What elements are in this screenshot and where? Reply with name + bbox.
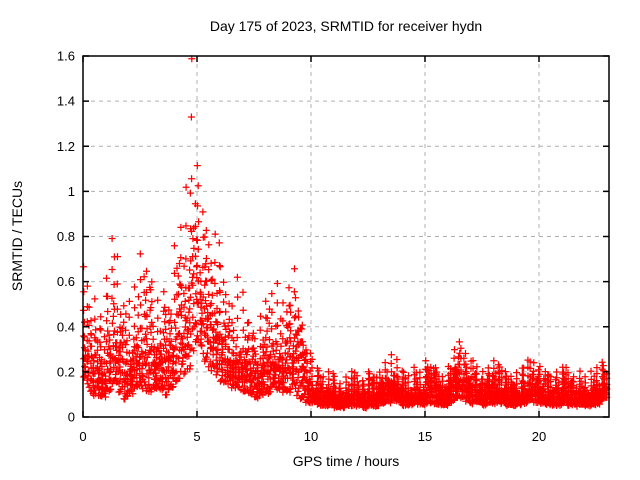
x-tick-label: 10 <box>304 429 318 444</box>
scatter-plus-markers <box>80 55 611 412</box>
y-axis-label: SRMTID / TECUs <box>9 181 25 291</box>
tick-labels-layer: 0 5 10 15 20 0 0.2 0.4 0.6 0.8 1 1.2 1.4 1.6 <box>57 49 546 445</box>
x-tick-label: 5 <box>193 429 200 444</box>
y-tick-label: 0.8 <box>57 229 75 244</box>
y-tick-label: 1.4 <box>57 94 75 109</box>
x-axis-label: GPS time / hours <box>293 453 400 469</box>
chart-title: Day 175 of 2023, SRMTID for receiver hyd… <box>210 18 482 34</box>
y-tick-label: 1.2 <box>57 139 75 154</box>
x-tick-label: 15 <box>418 429 432 444</box>
y-tick-label: 1 <box>68 184 75 199</box>
axes-layer <box>82 55 610 418</box>
x-tick-label: 0 <box>79 429 86 444</box>
y-tick-label: 0 <box>68 410 75 425</box>
y-tick-label: 0.6 <box>57 274 75 289</box>
y-tick-label: 0.4 <box>57 319 75 334</box>
x-tick-label: 20 <box>532 429 546 444</box>
data-points-layer <box>80 55 611 412</box>
y-tick-label: 0.2 <box>57 364 75 379</box>
y-tick-label: 1.6 <box>57 49 75 64</box>
